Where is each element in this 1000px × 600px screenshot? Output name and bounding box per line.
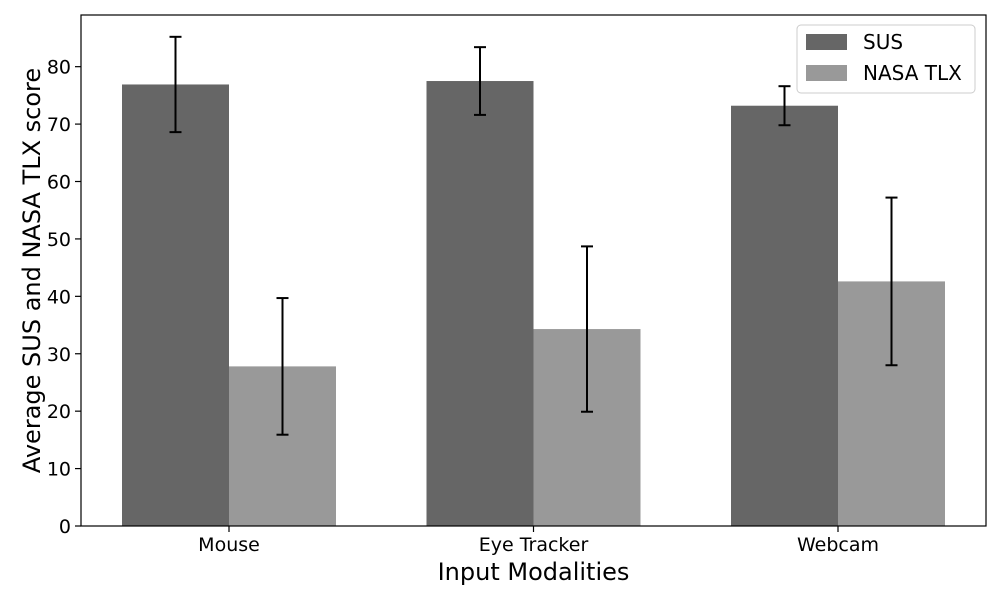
y-axis: 0 10 20 30 40 50 60 70 80 — [47, 57, 81, 538]
x-tick-label-eye-tracker: Eye Tracker — [479, 534, 589, 556]
legend-label-nasa-tlx: NASA TLX — [863, 61, 962, 85]
y-tick-label-70: 70 — [47, 114, 71, 136]
y-tick-label-0: 0 — [59, 516, 71, 538]
legend-swatch-nasa-tlx — [806, 65, 847, 81]
legend-swatch-sus — [806, 34, 847, 50]
y-tick-label-40: 40 — [47, 286, 71, 308]
bars-layer — [122, 81, 945, 527]
y-tick-label-50: 50 — [47, 229, 71, 251]
bar-sus-eye-tracker — [426, 81, 534, 527]
y-axis-title: Average SUS and NASA TLX score — [18, 68, 46, 473]
x-axis-title: Input Modalities — [438, 558, 630, 586]
x-tick-label-mouse: Mouse — [198, 534, 260, 556]
y-tick-label-80: 80 — [47, 57, 71, 79]
x-axis: Mouse Eye Tracker Webcam — [198, 526, 879, 556]
legend-label-sus: SUS — [863, 30, 903, 54]
y-tick-label-30: 30 — [47, 344, 71, 366]
y-tick-label-60: 60 — [47, 172, 71, 194]
x-tick-label-webcam: Webcam — [797, 534, 879, 556]
y-tick-label-20: 20 — [47, 401, 71, 423]
y-tick-label-10: 10 — [47, 459, 71, 481]
error-bars-layer — [169, 35, 898, 436]
bar-sus-webcam — [731, 105, 838, 526]
legend: SUS NASA TLX — [796, 24, 976, 94]
bar-sus-mouse — [122, 84, 229, 527]
